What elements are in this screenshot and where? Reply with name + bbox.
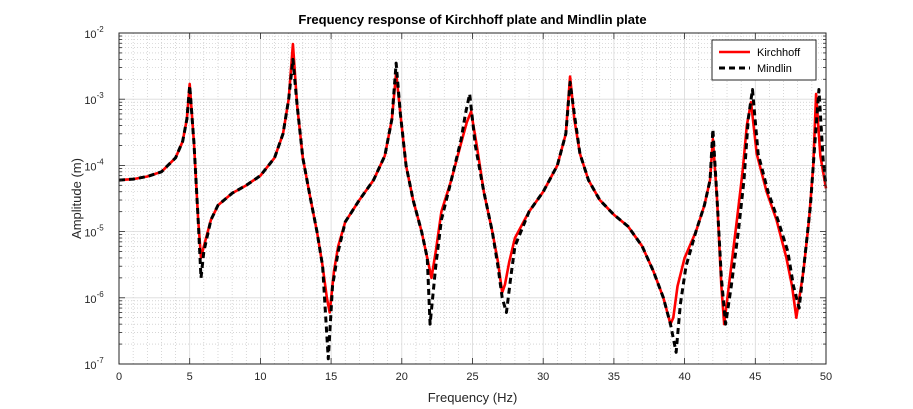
- x-tick-label: 10: [254, 371, 266, 383]
- x-tick-label: 20: [396, 371, 408, 383]
- x-tick-labels: 0 5 10 15 20 25 30 35 40 45 50: [116, 371, 832, 383]
- y-tick-label: 10-2: [84, 25, 104, 41]
- y-tick-label: 10-5: [84, 224, 104, 240]
- y-tick-label: 10-3: [84, 91, 104, 107]
- y-tick-label: 10-4: [84, 157, 104, 173]
- x-tick-label: 0: [116, 371, 122, 383]
- x-tick-label: 35: [608, 371, 620, 383]
- y-tick-labels: 10-7 10-6 10-5 10-4 10-3 10-2: [84, 25, 104, 372]
- legend-box: [711, 39, 817, 81]
- x-tick-label: 45: [749, 371, 761, 383]
- legend-label-mindlin: Mindlin: [757, 63, 792, 75]
- x-tick-label: 50: [820, 371, 832, 383]
- x-axis-label: Frequency (Hz): [428, 390, 518, 405]
- series-layer: [118, 42, 828, 361]
- major-grid: [119, 33, 826, 364]
- series-line-mindlin: [118, 57, 828, 361]
- chart-title: Frequency response of Kirchhoff plate an…: [298, 12, 646, 27]
- legend-label-kirchhoff: Kirchhoff: [757, 47, 801, 59]
- ticks-layer: [118, 32, 827, 365]
- y-tick-label: 10-6: [84, 290, 104, 306]
- y-tick-label: 10-7: [84, 356, 104, 372]
- x-tick-label: 30: [537, 371, 549, 383]
- x-tick-label: 15: [325, 371, 337, 383]
- legend: Kirchhoff Mindlin: [711, 39, 817, 81]
- x-tick-label: 5: [187, 371, 193, 383]
- x-tick-label: 25: [466, 371, 478, 383]
- minor-grid: [119, 33, 826, 364]
- x-tick-label: 40: [678, 371, 690, 383]
- y-axis-label: Amplitude (m): [69, 158, 84, 239]
